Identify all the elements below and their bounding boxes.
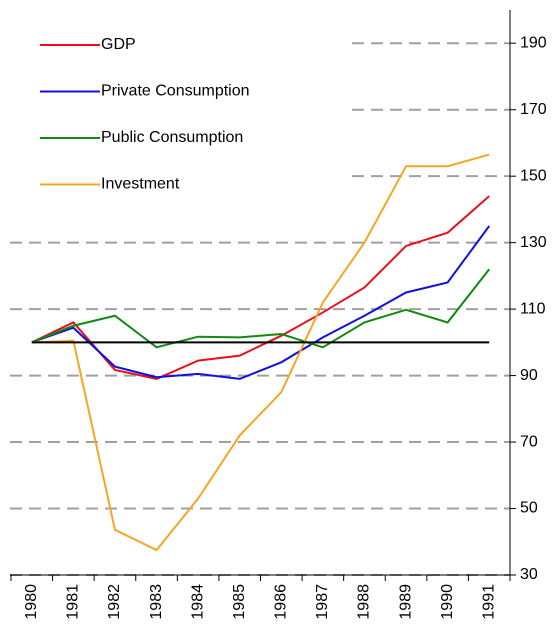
x-tick-label: 1985 bbox=[231, 584, 248, 620]
y-tick-label: 110 bbox=[520, 300, 546, 317]
y-tick-label: 50 bbox=[520, 500, 538, 517]
y-tick-label: 70 bbox=[520, 433, 538, 450]
x-tick-label: 1991 bbox=[480, 584, 497, 620]
x-tick-label: 1990 bbox=[439, 584, 456, 620]
y-tick-label: 30 bbox=[520, 566, 538, 583]
x-tick-label: 1980 bbox=[23, 584, 40, 620]
x-tick-label: 1984 bbox=[189, 584, 206, 620]
series-line bbox=[31, 195, 490, 380]
legend-label: Investment bbox=[101, 176, 180, 193]
x-tick-label: 1986 bbox=[273, 584, 290, 620]
series-line bbox=[31, 153, 490, 552]
x-tick-label: 1987 bbox=[314, 584, 331, 620]
legend-label: Private Consumption bbox=[101, 83, 250, 100]
series-line bbox=[31, 268, 490, 349]
y-tick-label: 150 bbox=[520, 167, 547, 184]
x-tick-label: 1983 bbox=[148, 584, 165, 620]
x-tick-label: 1982 bbox=[106, 584, 123, 620]
y-tick-label: 170 bbox=[520, 101, 547, 118]
x-tick-label: 1989 bbox=[397, 584, 414, 620]
y-tick-label: 90 bbox=[520, 367, 538, 384]
x-tick-label: 1981 bbox=[65, 584, 82, 620]
y-tick-label: 190 bbox=[520, 34, 547, 51]
legend-label: Public Consumption bbox=[101, 129, 243, 146]
x-tick-label: 1988 bbox=[356, 584, 373, 620]
y-tick-label: 130 bbox=[520, 234, 547, 251]
legend-box bbox=[10, 22, 350, 202]
legend-label: GDP bbox=[101, 36, 136, 53]
series-line bbox=[31, 225, 491, 380]
